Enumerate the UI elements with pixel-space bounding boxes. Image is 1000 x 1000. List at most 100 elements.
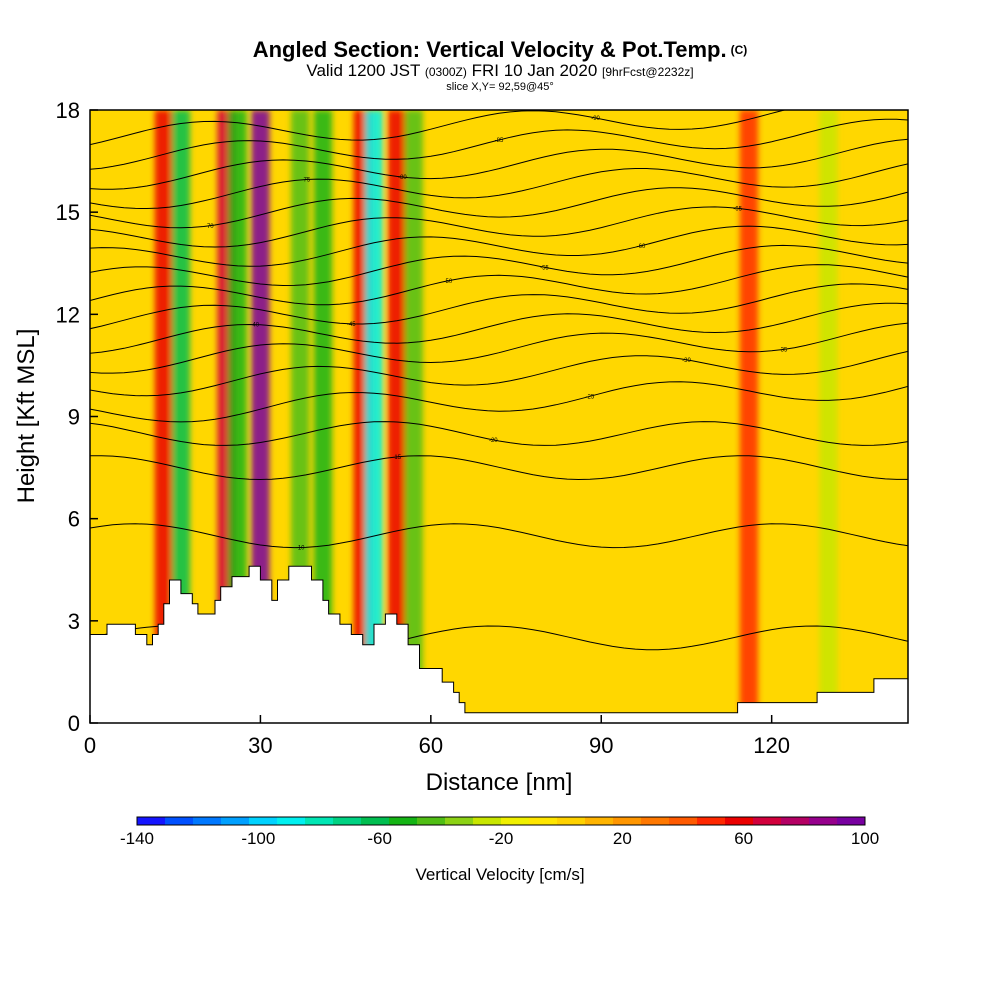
colorbar-swatch [389, 817, 418, 825]
colorbar-swatch [333, 817, 362, 825]
subtitle-date: FRI 10 Jan 2020 [471, 61, 598, 80]
velocity-feature-12 [739, 110, 759, 723]
plot-area: -5-10-15-20-25-30-35-40-45-50-55-60-65-7… [90, 110, 908, 723]
colorbar-label: -60 [367, 829, 392, 848]
y-tick-label: 15 [56, 200, 80, 225]
colorbar-swatch [305, 817, 334, 825]
colorbar-swatch [445, 817, 474, 825]
velocity-field [154, 110, 838, 723]
velocity-feature-9 [364, 110, 384, 723]
contour-line-10 [90, 264, 908, 306]
colorbar: -140 -100 -60 -20 20 60 100 [120, 816, 879, 848]
x-tick-label: 120 [753, 733, 790, 758]
velocity-feature-11 [404, 110, 423, 723]
contour-line-3 [90, 455, 908, 481]
chart-title-line: Angled Section: Vertical Velocity & Pot.… [0, 38, 1000, 62]
colorbar-swatch [165, 817, 194, 825]
velocity-feature-4 [228, 110, 247, 723]
colorbar-swatch [417, 817, 446, 825]
title-unit-tag: (C) [730, 43, 748, 57]
y-tick-label: 6 [68, 507, 80, 532]
colorbar-swatch [249, 817, 278, 825]
colorbar-swatch [221, 817, 250, 825]
contour-line-15 [90, 163, 908, 210]
colorbar-swatch [641, 817, 670, 825]
colorbar-swatch [613, 817, 642, 825]
contour-label-3: -15 [392, 455, 401, 461]
terrain-mask [90, 565, 908, 723]
colorbar-label: -20 [489, 829, 514, 848]
axes: 0 30 60 90 120 0 3 6 9 12 15 18 [56, 98, 791, 758]
subtitle-valid: Valid 1200 JST [306, 61, 421, 80]
contour-label-6: -30 [682, 358, 691, 364]
colorbar-label: -140 [120, 829, 154, 848]
contour-line-13 [90, 206, 908, 248]
contour-line-16 [90, 138, 908, 190]
contour-label-17: -85 [495, 138, 504, 144]
contour-line-9 [90, 283, 908, 330]
colorbar-swatch [529, 817, 558, 825]
contour-line-17 [90, 118, 908, 170]
contour-line-18 [90, 110, 787, 146]
x-tick-label: 30 [248, 733, 272, 758]
contour-label-15: -75 [302, 178, 311, 184]
contour-line-2 [90, 523, 908, 549]
colorbar-swatch [809, 817, 838, 825]
colorbar-swatch [137, 817, 166, 825]
velocity-feature-10 [387, 110, 406, 723]
colorbar-swatch [669, 817, 698, 825]
contour-line-5 [90, 381, 908, 423]
contour-line-11 [90, 244, 908, 287]
contour-label-5: -25 [586, 394, 595, 400]
terrain [90, 565, 908, 723]
colorbar-swatch [193, 817, 222, 825]
contour-label-10: -50 [444, 279, 453, 285]
y-tick-label: 9 [68, 405, 80, 430]
colorbar-label: -100 [241, 829, 275, 848]
contour-label-4: -20 [489, 438, 498, 444]
velocity-feature-13 [819, 110, 838, 723]
colorbar-swatch [837, 817, 866, 825]
colorbar-swatch [361, 817, 390, 825]
y-tick-label: 0 [68, 711, 80, 736]
contour-line-14 [90, 187, 908, 229]
colorbar-label: 100 [851, 829, 879, 848]
colorbar-label: 20 [613, 829, 632, 848]
chart-title: Angled Section: Vertical Velocity & Pot.… [252, 37, 727, 62]
chart-subtitle-line: Valid 1200 JST (0300Z) FRI 10 Jan 2020 [… [0, 62, 1000, 81]
contour-label-7: -35 [779, 348, 788, 354]
colorbar-swatch [501, 817, 530, 825]
x-tick-label: 90 [589, 733, 613, 758]
contour-label-18: -90 [591, 116, 600, 122]
contour-line-6 [90, 350, 908, 397]
x-axis-title: Distance [nm] [426, 769, 573, 796]
colorbar-swatch [781, 817, 810, 825]
colorbar-swatch [753, 817, 782, 825]
contour-label-8: -40 [250, 323, 259, 329]
colorbar-swatch [725, 817, 754, 825]
y-tick-label: 18 [56, 98, 80, 123]
contour-label-14: -70 [205, 224, 214, 230]
title-block: Angled Section: Vertical Velocity & Pot.… [0, 38, 1000, 94]
contour-label-2: -10 [296, 546, 305, 552]
y-tick-label: 12 [56, 302, 80, 327]
contour-label-9: -45 [347, 322, 356, 328]
contour-label-13: -65 [733, 206, 742, 212]
velocity-feature-1 [154, 110, 173, 723]
subtitle-forecast: [9hrFcst@2232z] [602, 65, 694, 79]
colorbar-title: Vertical Velocity [cm/s] [415, 865, 584, 884]
contour-label-12: -60 [637, 244, 646, 250]
y-tick-label: 3 [68, 609, 80, 634]
colorbar-label: 60 [734, 829, 753, 848]
colorbar-swatch [473, 817, 502, 825]
x-tick-label: 0 [84, 733, 96, 758]
velocity-feature-7 [313, 110, 332, 723]
colorbar-frame [136, 816, 866, 826]
y-axis-title: Height [Kft MSL] [13, 329, 40, 504]
contour-label-16: -80 [398, 175, 407, 181]
colorbar-swatch [585, 817, 614, 825]
contour-line-7 [90, 322, 908, 374]
contour-line-8 [90, 302, 908, 354]
subtitle-utc: (0300Z) [424, 65, 467, 79]
